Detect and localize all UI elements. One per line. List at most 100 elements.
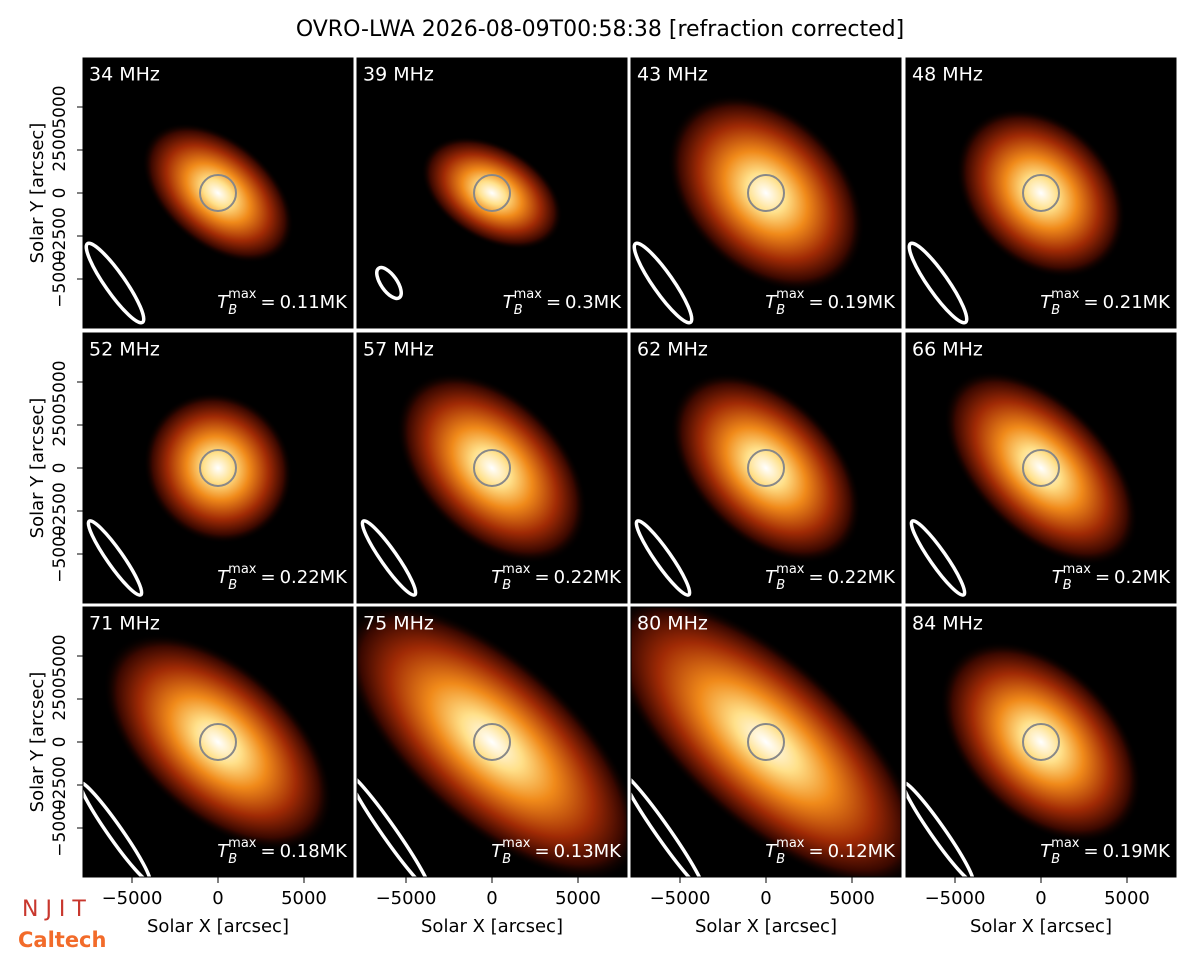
tb-symbol: T xyxy=(765,567,778,588)
logo-njit: N J I T xyxy=(22,897,86,922)
tb-superscript: max xyxy=(776,562,805,577)
tb-symbol: T xyxy=(217,567,230,588)
panel xyxy=(357,58,627,328)
tb-symbol: T xyxy=(1052,567,1065,588)
x-tick-label: 5000 xyxy=(555,888,601,909)
tb-value: 0.21MK xyxy=(1103,292,1172,313)
tb-max-annotation: TBmax = 0.21MK xyxy=(1040,287,1171,318)
solar-disk xyxy=(747,174,785,212)
tb-max-annotation: TBmax = 0.19MK xyxy=(765,287,896,318)
tb-symbol: T xyxy=(491,567,504,588)
tb-symbol: T xyxy=(491,841,504,862)
tb-symbol: T xyxy=(1040,841,1053,862)
frequency-label: 66 MHz xyxy=(912,339,983,361)
tb-max-annotation: TBmax = 0.12MK xyxy=(765,836,896,867)
emission-image xyxy=(667,94,865,292)
tb-subscript: B xyxy=(502,852,511,867)
y-tick-label: 2500 xyxy=(50,128,70,171)
tb-equals: = xyxy=(534,841,549,862)
panel xyxy=(631,58,901,328)
y-tick-label: 0 xyxy=(50,737,70,748)
tb-subscript: B xyxy=(228,852,237,867)
tb-superscript: max xyxy=(776,836,805,851)
tb-value: 0.22MK xyxy=(828,567,897,588)
solar-disk xyxy=(1022,174,1060,212)
x-tick-label: 0 xyxy=(760,888,771,909)
x-axis-label: Solar X [arcsec] xyxy=(147,916,289,937)
emission-image xyxy=(357,607,627,877)
tb-superscript: max xyxy=(776,287,805,302)
tb-value: 0.19MK xyxy=(828,292,897,313)
tb-value: 0.18MK xyxy=(280,841,349,862)
x-axis-label: Solar X [arcsec] xyxy=(970,916,1112,937)
solar-disk xyxy=(1022,449,1060,487)
beam xyxy=(86,519,144,597)
tb-equals: = xyxy=(260,292,275,313)
beam xyxy=(84,241,146,325)
beam xyxy=(906,780,975,877)
tb-value: 0.2MK xyxy=(1114,567,1171,588)
tb-max-annotation: TBmax = 0.13MK xyxy=(491,836,622,867)
frequency-label: 84 MHz xyxy=(912,613,983,635)
beam xyxy=(83,780,152,877)
tb-value: 0.22MK xyxy=(280,567,349,588)
x-tick-label: −5000 xyxy=(650,888,711,909)
tb-value: 0.11MK xyxy=(280,292,349,313)
tb-equals: = xyxy=(808,292,823,313)
y-axis-label: Solar Y [arcsec] xyxy=(27,398,48,539)
x-tick-label: 5000 xyxy=(1104,888,1150,909)
y-tick-label: 5000 xyxy=(50,634,70,677)
y-tick-label: 0 xyxy=(50,463,70,474)
tb-max-annotation: TBmax = 0.22MK xyxy=(491,562,622,593)
tb-value: 0.12MK xyxy=(828,841,897,862)
frequency-label: 75 MHz xyxy=(363,613,434,635)
panel-frame xyxy=(630,332,902,604)
y-tick-label: −2500 xyxy=(50,207,70,265)
tb-subscript: B xyxy=(1051,303,1060,318)
y-tick-label: −2500 xyxy=(50,482,70,540)
tb-superscript: max xyxy=(1063,562,1092,577)
tb-max-annotation: TBmax = 0.19MK xyxy=(1040,836,1171,867)
panel-frame xyxy=(356,332,628,604)
x-tick-label: 0 xyxy=(1035,888,1046,909)
beam xyxy=(907,241,969,325)
solar-disk xyxy=(747,723,785,761)
tb-superscript: max xyxy=(228,562,257,577)
y-tick-label: −5000 xyxy=(50,799,70,857)
beam xyxy=(631,772,706,877)
y-tick-label: 2500 xyxy=(50,677,70,720)
tb-subscript: B xyxy=(228,578,237,593)
x-tick-label: 5000 xyxy=(829,888,875,909)
tb-superscript: max xyxy=(502,836,531,851)
solar-disk xyxy=(473,723,511,761)
tb-subscript: B xyxy=(514,303,523,318)
frequency-label: 52 MHz xyxy=(89,339,160,361)
frequency-label: 80 MHz xyxy=(637,613,708,635)
tb-equals: = xyxy=(1095,567,1110,588)
tb-equals: = xyxy=(260,841,275,862)
x-tick-label: 0 xyxy=(486,888,497,909)
solar-disk xyxy=(1022,723,1060,761)
tb-subscript: B xyxy=(228,303,237,318)
solar-disk xyxy=(199,449,237,487)
tb-value: 0.19MK xyxy=(1103,841,1172,862)
emission-image xyxy=(631,607,901,877)
tb-subscript: B xyxy=(502,578,511,593)
y-axis-label: Solar Y [arcsec] xyxy=(27,672,48,813)
panel xyxy=(906,333,1176,603)
emission-image xyxy=(103,633,333,851)
panel-frame xyxy=(905,57,1177,329)
x-tick-label: −5000 xyxy=(376,888,437,909)
tb-subscript: B xyxy=(1063,578,1072,593)
emission-image xyxy=(943,370,1139,566)
tb-symbol: T xyxy=(217,292,230,313)
frequency-label: 39 MHz xyxy=(363,64,434,86)
x-tick-label: −5000 xyxy=(102,888,163,909)
tb-superscript: max xyxy=(1051,836,1080,851)
tb-max-annotation: TBmax = 0.22MK xyxy=(765,562,896,593)
emission-image xyxy=(143,392,293,544)
panel xyxy=(83,58,353,328)
solar-disk xyxy=(747,449,785,487)
panel xyxy=(631,607,901,877)
